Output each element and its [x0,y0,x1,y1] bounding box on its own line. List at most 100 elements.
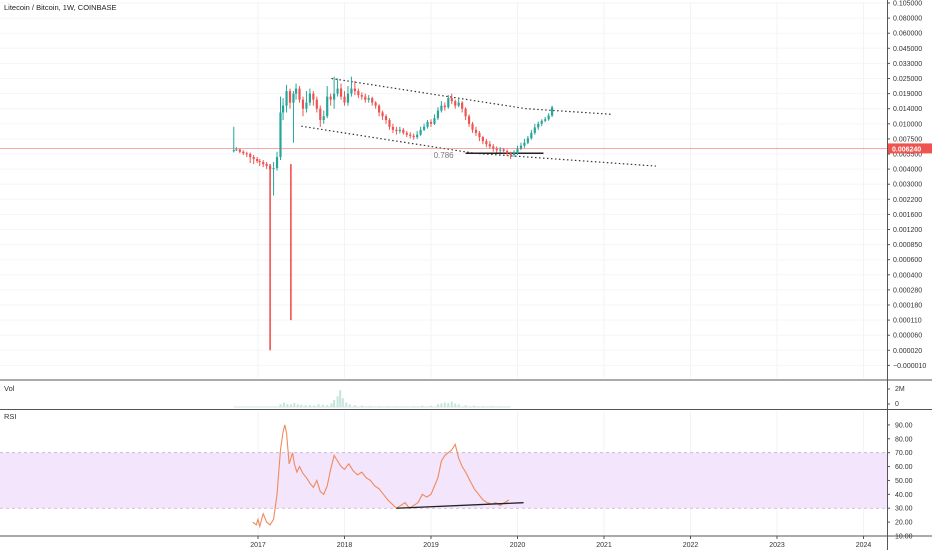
price-axis[interactable]: 0.105000 0.080000 0.060000 0.045000 0.033000… [887,1,932,370]
candle-body [512,153,516,156]
candle-body [467,116,471,124]
time-axis-label: 2023 [769,542,785,549]
volume-bar [353,405,356,407]
price-axis-label: 0.014000 [893,106,922,113]
time-axis-label: 2017 [250,542,266,549]
volume-bar [457,404,460,407]
volume-bar [447,403,450,407]
price-axis-label: 0.000600 [893,257,922,264]
candle-body [395,129,398,132]
volume-bar [336,396,339,407]
candle-body [235,149,238,151]
volume-bar [348,404,351,407]
price-axis-label: 0.045000 [893,46,922,53]
price-axis-label: −0.000010 [893,363,926,370]
candle-body [492,146,495,149]
candle-body [416,134,419,138]
candle-body [461,102,464,109]
candle-body [429,121,433,124]
volume-bar [317,404,320,407]
price-axis-label: 0.000400 [893,272,922,279]
candle-body [478,132,481,138]
support-label: 0.786 [434,151,455,160]
price-axis-label: 0.060000 [893,31,922,38]
candle-body [547,115,550,120]
candle-body [265,164,268,167]
rsi-axis-label: 60.00 [895,464,913,471]
time-axis-label: 2021 [596,542,612,549]
volume-bar [454,403,457,407]
volume-pane-label: Vol [4,384,15,393]
volume-bar [360,405,363,407]
candle-body [464,108,467,117]
time-axis[interactable]: 2017 2018 2019 2020 2021 2022 2023 2024 [250,536,871,549]
volume-bar [330,403,333,407]
volume-bar [313,405,316,407]
candle-body [533,127,536,133]
candle-body [537,123,540,128]
price-axis-label: 0.002200 [893,197,922,204]
volume-bar [326,405,329,407]
rsi-line [252,424,510,529]
channel-upper-line [331,77,613,115]
time-axis-label: 2022 [683,542,699,549]
rsi-axis-label: 50.00 [895,478,913,485]
volume-bars [233,390,511,408]
volume-bar [473,405,476,407]
candle-body [506,150,509,154]
candle-body [488,144,491,147]
candle-body [509,153,512,156]
volume-bar [450,401,453,407]
candle-body [308,93,311,103]
rsi-axis-label: 30.00 [895,506,913,513]
volume-bar [300,404,303,407]
candle-body [238,149,241,152]
price-axis-label: 0.080000 [893,16,922,23]
candle-body [371,98,374,103]
candle-body [298,88,301,100]
candle-body [333,93,336,100]
candle-body [516,148,519,154]
price-axis-label: 0.000180 [893,303,922,310]
candle-body [388,120,391,127]
candle-body [245,153,248,155]
candle-body [540,120,543,124]
volume-bar [345,402,348,407]
rsi-pane-label: RSI [4,412,17,421]
candle-body [305,102,308,109]
candle-body [443,105,446,108]
price-axis-label: 0.000060 [893,333,922,340]
candle-body [526,138,529,143]
candle-body [485,141,488,145]
channel-lower-line [301,125,656,167]
candle-body [258,161,261,163]
volume-bar [289,404,292,407]
grid-lines [0,2,887,536]
candle-body [285,91,288,106]
candle-body [262,162,265,165]
volume-axis: 2M 0 [887,386,905,408]
candle-body [523,142,526,146]
candle-body [315,99,318,109]
volume-bar [296,404,299,407]
volume-bar [304,405,307,407]
rsi-axis-label: 70.00 [895,450,913,457]
candle-body [292,93,295,103]
rsi-trendline [396,502,524,509]
volume-bar [333,399,336,407]
candle-body [409,134,412,136]
rsi-axis: 90.00 80.00 70.00 60.00 50.00 40.00 30.00 20.00… [887,422,913,541]
price-axis-label: 0.005500 [893,152,922,159]
volume-bar [464,405,467,407]
candle-body [350,88,353,94]
candle-body [405,132,408,135]
candle-body [275,157,279,169]
candle-body [252,157,255,160]
candle-body [495,148,498,151]
candle-body [422,126,426,130]
price-axis-label: 0.105000 [893,1,922,8]
volume-bar [430,405,432,407]
candle-body [301,99,305,109]
chart-title: Litecoin / Bitcoin, 1W, COINBASE [4,3,117,12]
time-axis-label: 2024 [856,542,872,549]
